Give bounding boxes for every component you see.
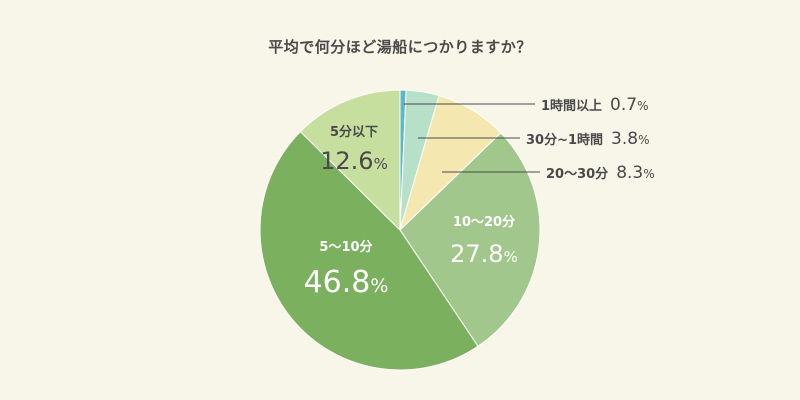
- slice-3-label: 20〜30分 8.3%: [546, 163, 655, 183]
- slice-4-label: 10〜20分: [453, 214, 515, 230]
- slice-6-value: 12.6%: [320, 147, 388, 175]
- slice-4-value: 27.8%: [450, 240, 518, 268]
- slice-1-label: 1時間以上 0.7%: [541, 95, 649, 115]
- slice-5-value: 46.8%: [304, 265, 389, 300]
- slice-6-label: 5分以下: [330, 124, 378, 140]
- slice-2-label: 30分~1時間 3.8%: [526, 129, 649, 149]
- slice-4-wedge: [399, 132, 541, 347]
- chart-title: 平均で何分ほど湯船につかりますか？: [268, 38, 532, 56]
- slice-6-wedge: [299, 89, 401, 232]
- slice-5-label: 5〜10分: [319, 239, 372, 255]
- slice-5-wedge: [259, 130, 479, 371]
